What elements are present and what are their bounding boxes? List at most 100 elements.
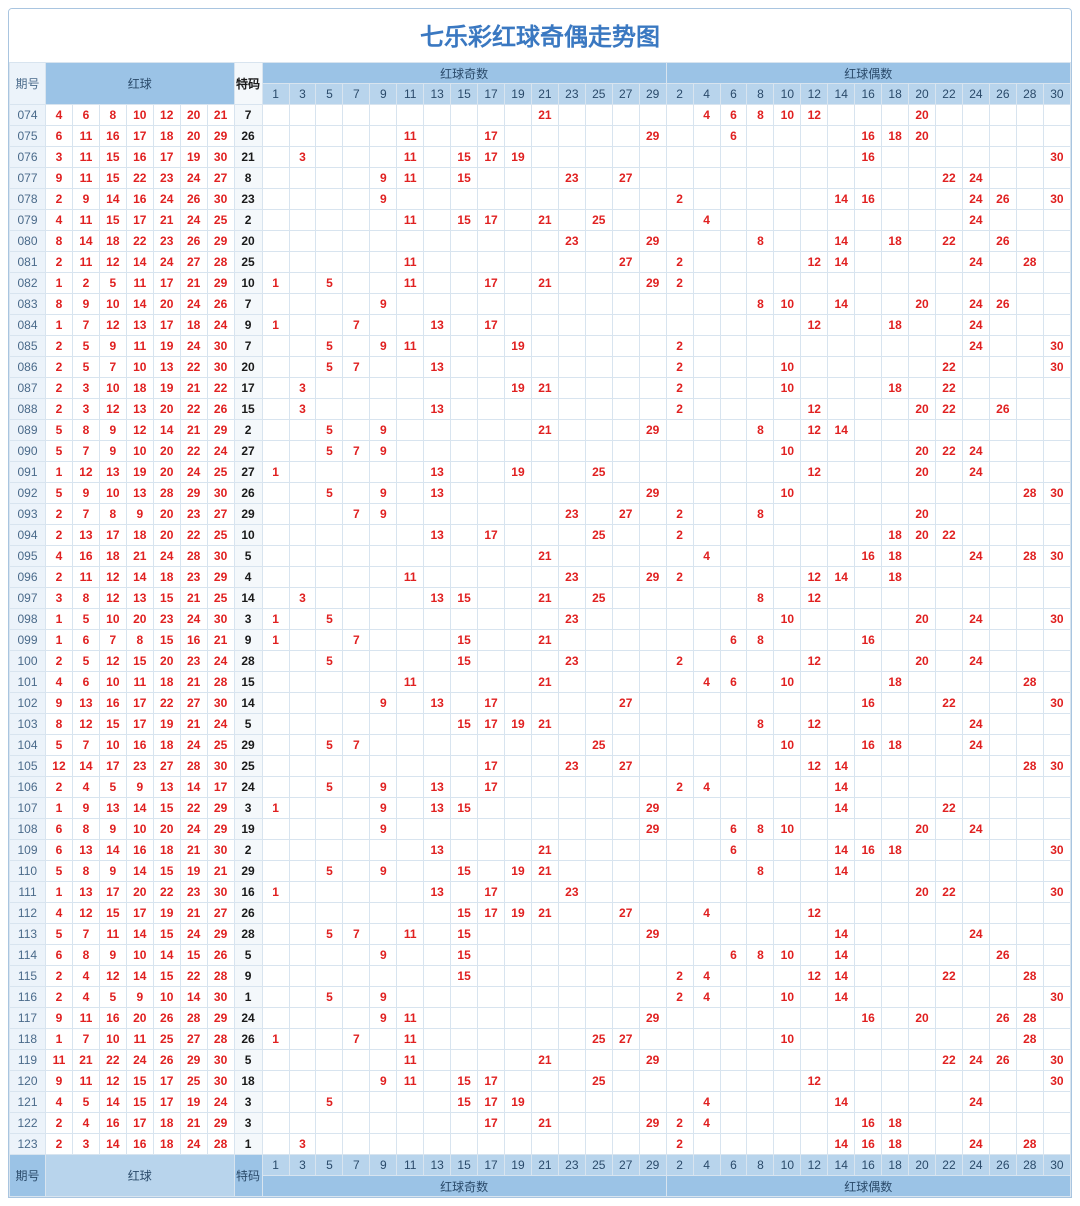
cell-odd-5: 5 bbox=[316, 924, 343, 945]
cell-even-12: 12 bbox=[801, 420, 828, 441]
cell-redball: 12 bbox=[72, 714, 99, 735]
cell-odd-21 bbox=[531, 609, 558, 630]
cell-even-22 bbox=[936, 987, 963, 1008]
cell-odd-25 bbox=[585, 546, 612, 567]
cell-odd-13 bbox=[424, 672, 451, 693]
cell-redball: 5 bbox=[46, 441, 73, 462]
cell-even-8 bbox=[747, 1071, 774, 1092]
cell-odd-7 bbox=[343, 399, 370, 420]
cell-odd-7 bbox=[343, 189, 370, 210]
cell-even-8 bbox=[747, 1029, 774, 1050]
cell-redball: 8 bbox=[46, 231, 73, 252]
cell-redball: 6 bbox=[72, 672, 99, 693]
cell-redball: 30 bbox=[207, 756, 234, 777]
cell-even-8 bbox=[747, 882, 774, 903]
cell-even-20 bbox=[909, 798, 936, 819]
cell-odd-23 bbox=[558, 525, 585, 546]
cell-even-26 bbox=[989, 252, 1016, 273]
cell-odd-13 bbox=[424, 231, 451, 252]
cell-odd-17 bbox=[478, 1134, 505, 1155]
cell-odd-21 bbox=[531, 168, 558, 189]
cell-redball: 8 bbox=[99, 504, 126, 525]
cell-odd-7: 7 bbox=[343, 441, 370, 462]
cell-odd-7 bbox=[343, 777, 370, 798]
cell-te: 26 bbox=[234, 1029, 262, 1050]
cell-redball: 2 bbox=[46, 1134, 73, 1155]
cell-even-18: 18 bbox=[882, 567, 909, 588]
cell-redball: 3 bbox=[72, 399, 99, 420]
cell-odd-5 bbox=[316, 315, 343, 336]
cell-redball: 15 bbox=[153, 630, 180, 651]
table-row: 1179111620262829249112916202628 bbox=[10, 1008, 1071, 1029]
cell-te: 1 bbox=[234, 987, 262, 1008]
cell-odd-25 bbox=[585, 798, 612, 819]
cell-odd-15: 15 bbox=[451, 966, 478, 987]
cell-odd-15 bbox=[451, 126, 478, 147]
cell-odd-1 bbox=[262, 1113, 289, 1134]
cell-even-8: 8 bbox=[747, 819, 774, 840]
cell-even-24 bbox=[962, 840, 989, 861]
cell-odd-9 bbox=[370, 546, 397, 567]
cell-odd-21: 21 bbox=[531, 273, 558, 294]
cell-redball: 26 bbox=[207, 399, 234, 420]
cell-odd-19 bbox=[505, 231, 532, 252]
cell-redball: 22 bbox=[153, 882, 180, 903]
cell-even-16: 16 bbox=[855, 147, 882, 168]
cell-odd-21 bbox=[531, 798, 558, 819]
cell-redball: 22 bbox=[180, 357, 207, 378]
cell-odd-1 bbox=[262, 504, 289, 525]
cell-even-8 bbox=[747, 483, 774, 504]
cell-period: 081 bbox=[10, 252, 46, 273]
cell-redball: 24 bbox=[207, 651, 234, 672]
cell-even-22 bbox=[936, 1008, 963, 1029]
cell-odd-23 bbox=[558, 294, 585, 315]
cell-even-2 bbox=[666, 105, 693, 126]
cell-even-24: 24 bbox=[962, 189, 989, 210]
cell-odd-11: 11 bbox=[397, 672, 424, 693]
cell-odd-9: 9 bbox=[370, 987, 397, 1008]
cell-redball: 10 bbox=[99, 672, 126, 693]
cell-te: 2 bbox=[234, 420, 262, 441]
ftr-col-7: 7 bbox=[343, 1155, 370, 1176]
cell-even-20: 20 bbox=[909, 651, 936, 672]
cell-odd-7 bbox=[343, 336, 370, 357]
cell-odd-11 bbox=[397, 903, 424, 924]
cell-odd-23 bbox=[558, 336, 585, 357]
cell-odd-17 bbox=[478, 231, 505, 252]
cell-redball: 2 bbox=[46, 966, 73, 987]
cell-redball: 17 bbox=[153, 147, 180, 168]
cell-even-16 bbox=[855, 672, 882, 693]
cell-redball: 2 bbox=[46, 504, 73, 525]
cell-odd-25 bbox=[585, 273, 612, 294]
cell-period: 077 bbox=[10, 168, 46, 189]
cell-even-2 bbox=[666, 609, 693, 630]
cell-redball: 25 bbox=[207, 588, 234, 609]
cell-even-16 bbox=[855, 441, 882, 462]
cell-even-30: 30 bbox=[1043, 882, 1070, 903]
cell-odd-19 bbox=[505, 1134, 532, 1155]
cell-even-24: 24 bbox=[962, 210, 989, 231]
table-row: 103812151719212451517192181224 bbox=[10, 714, 1071, 735]
cell-odd-21 bbox=[531, 567, 558, 588]
cell-odd-7 bbox=[343, 210, 370, 231]
table-row: 1071913141522293191315291422 bbox=[10, 798, 1071, 819]
cell-odd-1 bbox=[262, 966, 289, 987]
cell-even-14 bbox=[828, 147, 855, 168]
cell-even-24 bbox=[962, 525, 989, 546]
cell-odd-1 bbox=[262, 567, 289, 588]
cell-odd-7 bbox=[343, 525, 370, 546]
cell-redball: 11 bbox=[72, 1071, 99, 1092]
hdr-col-15: 15 bbox=[451, 84, 478, 105]
cell-even-14 bbox=[828, 693, 855, 714]
cell-odd-23 bbox=[558, 714, 585, 735]
cell-even-12 bbox=[801, 273, 828, 294]
cell-even-28 bbox=[1016, 1071, 1043, 1092]
cell-even-6: 6 bbox=[720, 819, 747, 840]
cell-even-20 bbox=[909, 966, 936, 987]
cell-redball: 5 bbox=[99, 273, 126, 294]
cell-even-12: 12 bbox=[801, 252, 828, 273]
cell-even-6 bbox=[720, 504, 747, 525]
cell-even-30 bbox=[1043, 315, 1070, 336]
cell-odd-25 bbox=[585, 441, 612, 462]
cell-even-8 bbox=[747, 273, 774, 294]
